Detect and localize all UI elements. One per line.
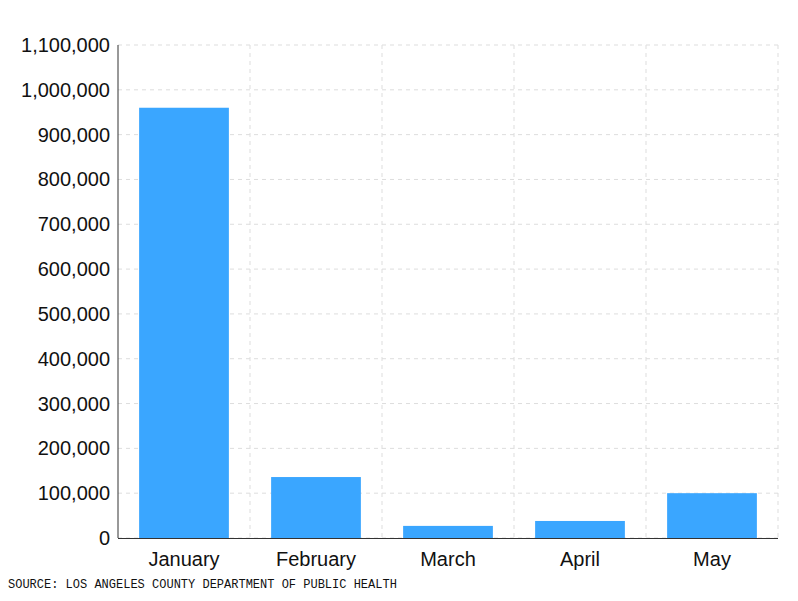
bar: [271, 477, 361, 538]
v-grid-line: [250, 45, 251, 538]
bars: [139, 108, 757, 538]
y-tick-label: 300,000: [38, 393, 110, 415]
y-tick-label: 200,000: [38, 437, 110, 459]
y-axis: [118, 45, 119, 538]
grid: [118, 45, 778, 538]
y-tick-label: 600,000: [38, 258, 110, 280]
y-tick-label: 1,000,000: [21, 79, 110, 101]
x-tick-label: April: [560, 548, 600, 570]
y-tick-label: 400,000: [38, 348, 110, 370]
x-axis: [118, 538, 778, 539]
v-grid-line: [514, 45, 515, 538]
y-tick-label: 700,000: [38, 213, 110, 235]
y-tick-label: 100,000: [38, 482, 110, 504]
y-tick-label: 900,000: [38, 124, 110, 146]
source: SOURCE: LOS ANGELES COUNTY DEPARTMENT OF…: [8, 578, 397, 592]
bar: [667, 493, 757, 538]
y-tick-label: 800,000: [38, 168, 110, 190]
grid-line: [118, 89, 778, 90]
bar: [139, 108, 229, 538]
x-tick-label: February: [276, 548, 356, 570]
x-tick-label: May: [693, 548, 731, 570]
y-tick-label: 0: [99, 527, 110, 549]
y-tick-label: 500,000: [38, 303, 110, 325]
v-grid-line: [382, 45, 383, 538]
grid-line: [118, 45, 778, 46]
x-tick-label: January: [148, 548, 219, 570]
bar: [535, 521, 625, 538]
chart: 0 100,000 200,000 300,000 400,000 500,000 600,…: [0, 0, 798, 601]
x-tick-label: March: [420, 548, 476, 570]
v-grid-line: [778, 45, 779, 538]
y-tick-label: 1,100,000: [21, 34, 110, 56]
bar: [403, 526, 493, 538]
v-grid-line: [646, 45, 647, 538]
